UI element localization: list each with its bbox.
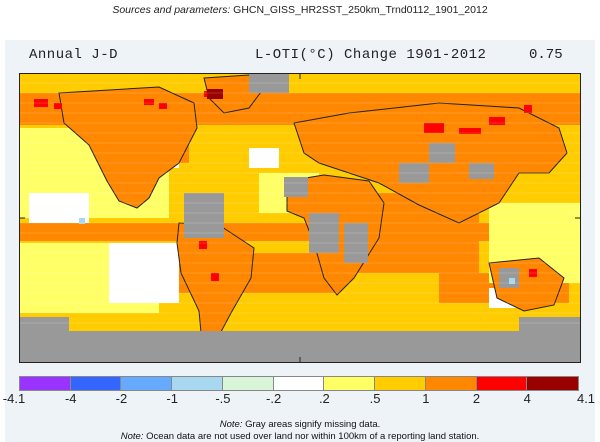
cool-spots xyxy=(79,218,515,284)
legend-tick-label: 1 xyxy=(422,391,430,406)
legend-bin-6 xyxy=(323,376,377,391)
legend-bin-7 xyxy=(374,376,427,391)
sources-value: GHCN_GISS_HR2SST_250km_Trnd0112_1901_201… xyxy=(233,4,488,16)
missing-data-areas xyxy=(19,73,581,363)
legend-tick-label: .2 xyxy=(318,391,330,406)
north-america-outline xyxy=(58,86,198,209)
legend-tick-label: 2 xyxy=(472,391,481,406)
legend-tick-label: -4 xyxy=(64,391,77,406)
note-label-1: Note: xyxy=(219,419,243,430)
color-legend xyxy=(19,376,580,391)
legend-tick-label: 4 xyxy=(523,391,531,406)
sources-parameters-caption: Sources and parameters: GHCN_GISS_HR2SST… xyxy=(0,4,600,16)
grid-lines xyxy=(19,82,581,324)
note-label-2: Note: xyxy=(120,430,144,442)
header: Sources and parameters: GHCN_GISS_HR2SST… xyxy=(0,0,600,40)
legend-bin-4 xyxy=(221,376,275,391)
map-title-main: L-OTI(°C) Change 1901-2012 xyxy=(255,47,487,63)
legend-tick-label: -2 xyxy=(115,391,128,406)
legend-bin-5 xyxy=(272,376,326,391)
legend-bin-10 xyxy=(526,376,580,391)
map-title-global-mean: 0.75 xyxy=(529,47,563,63)
legend-bin-8 xyxy=(424,376,478,391)
map-title-period: Annual J-D xyxy=(29,47,119,63)
legend-tick-labels: -4.1 -4 -2 -1 -.5 -.2 .2 .5 1 2 4 4.1 xyxy=(0,391,600,407)
legend-tick-label: .5 xyxy=(369,391,381,406)
sources-label: Sources and parameters: xyxy=(112,4,231,16)
extreme-hot-spots xyxy=(207,89,223,99)
note-text-2: Ocean data are not used over land nor wi… xyxy=(146,430,480,442)
legend-tick-label: -4.1 xyxy=(2,391,26,406)
legend-tick-label: -1 xyxy=(166,391,178,406)
note-text-1: Gray areas signify missing data. xyxy=(245,419,381,430)
legend-tick-label: 4.1 xyxy=(576,391,596,406)
note-ocean-data: Note: Ocean data are not used over land … xyxy=(0,431,600,442)
legend-tick-label: -.5 xyxy=(215,391,231,406)
note-missing-data: Note: Gray areas signify missing data. xyxy=(0,419,600,431)
legend-bin-0 xyxy=(19,376,72,391)
legend-bin-3 xyxy=(171,376,224,391)
temperature-change-map xyxy=(19,73,581,363)
legend-bin-1 xyxy=(69,376,123,391)
legend-bin-9 xyxy=(475,376,529,391)
legend-tick-label: -.2 xyxy=(266,391,282,406)
legend-bin-2 xyxy=(120,376,174,391)
notes: Note: Gray areas signify missing data. N… xyxy=(0,419,600,442)
